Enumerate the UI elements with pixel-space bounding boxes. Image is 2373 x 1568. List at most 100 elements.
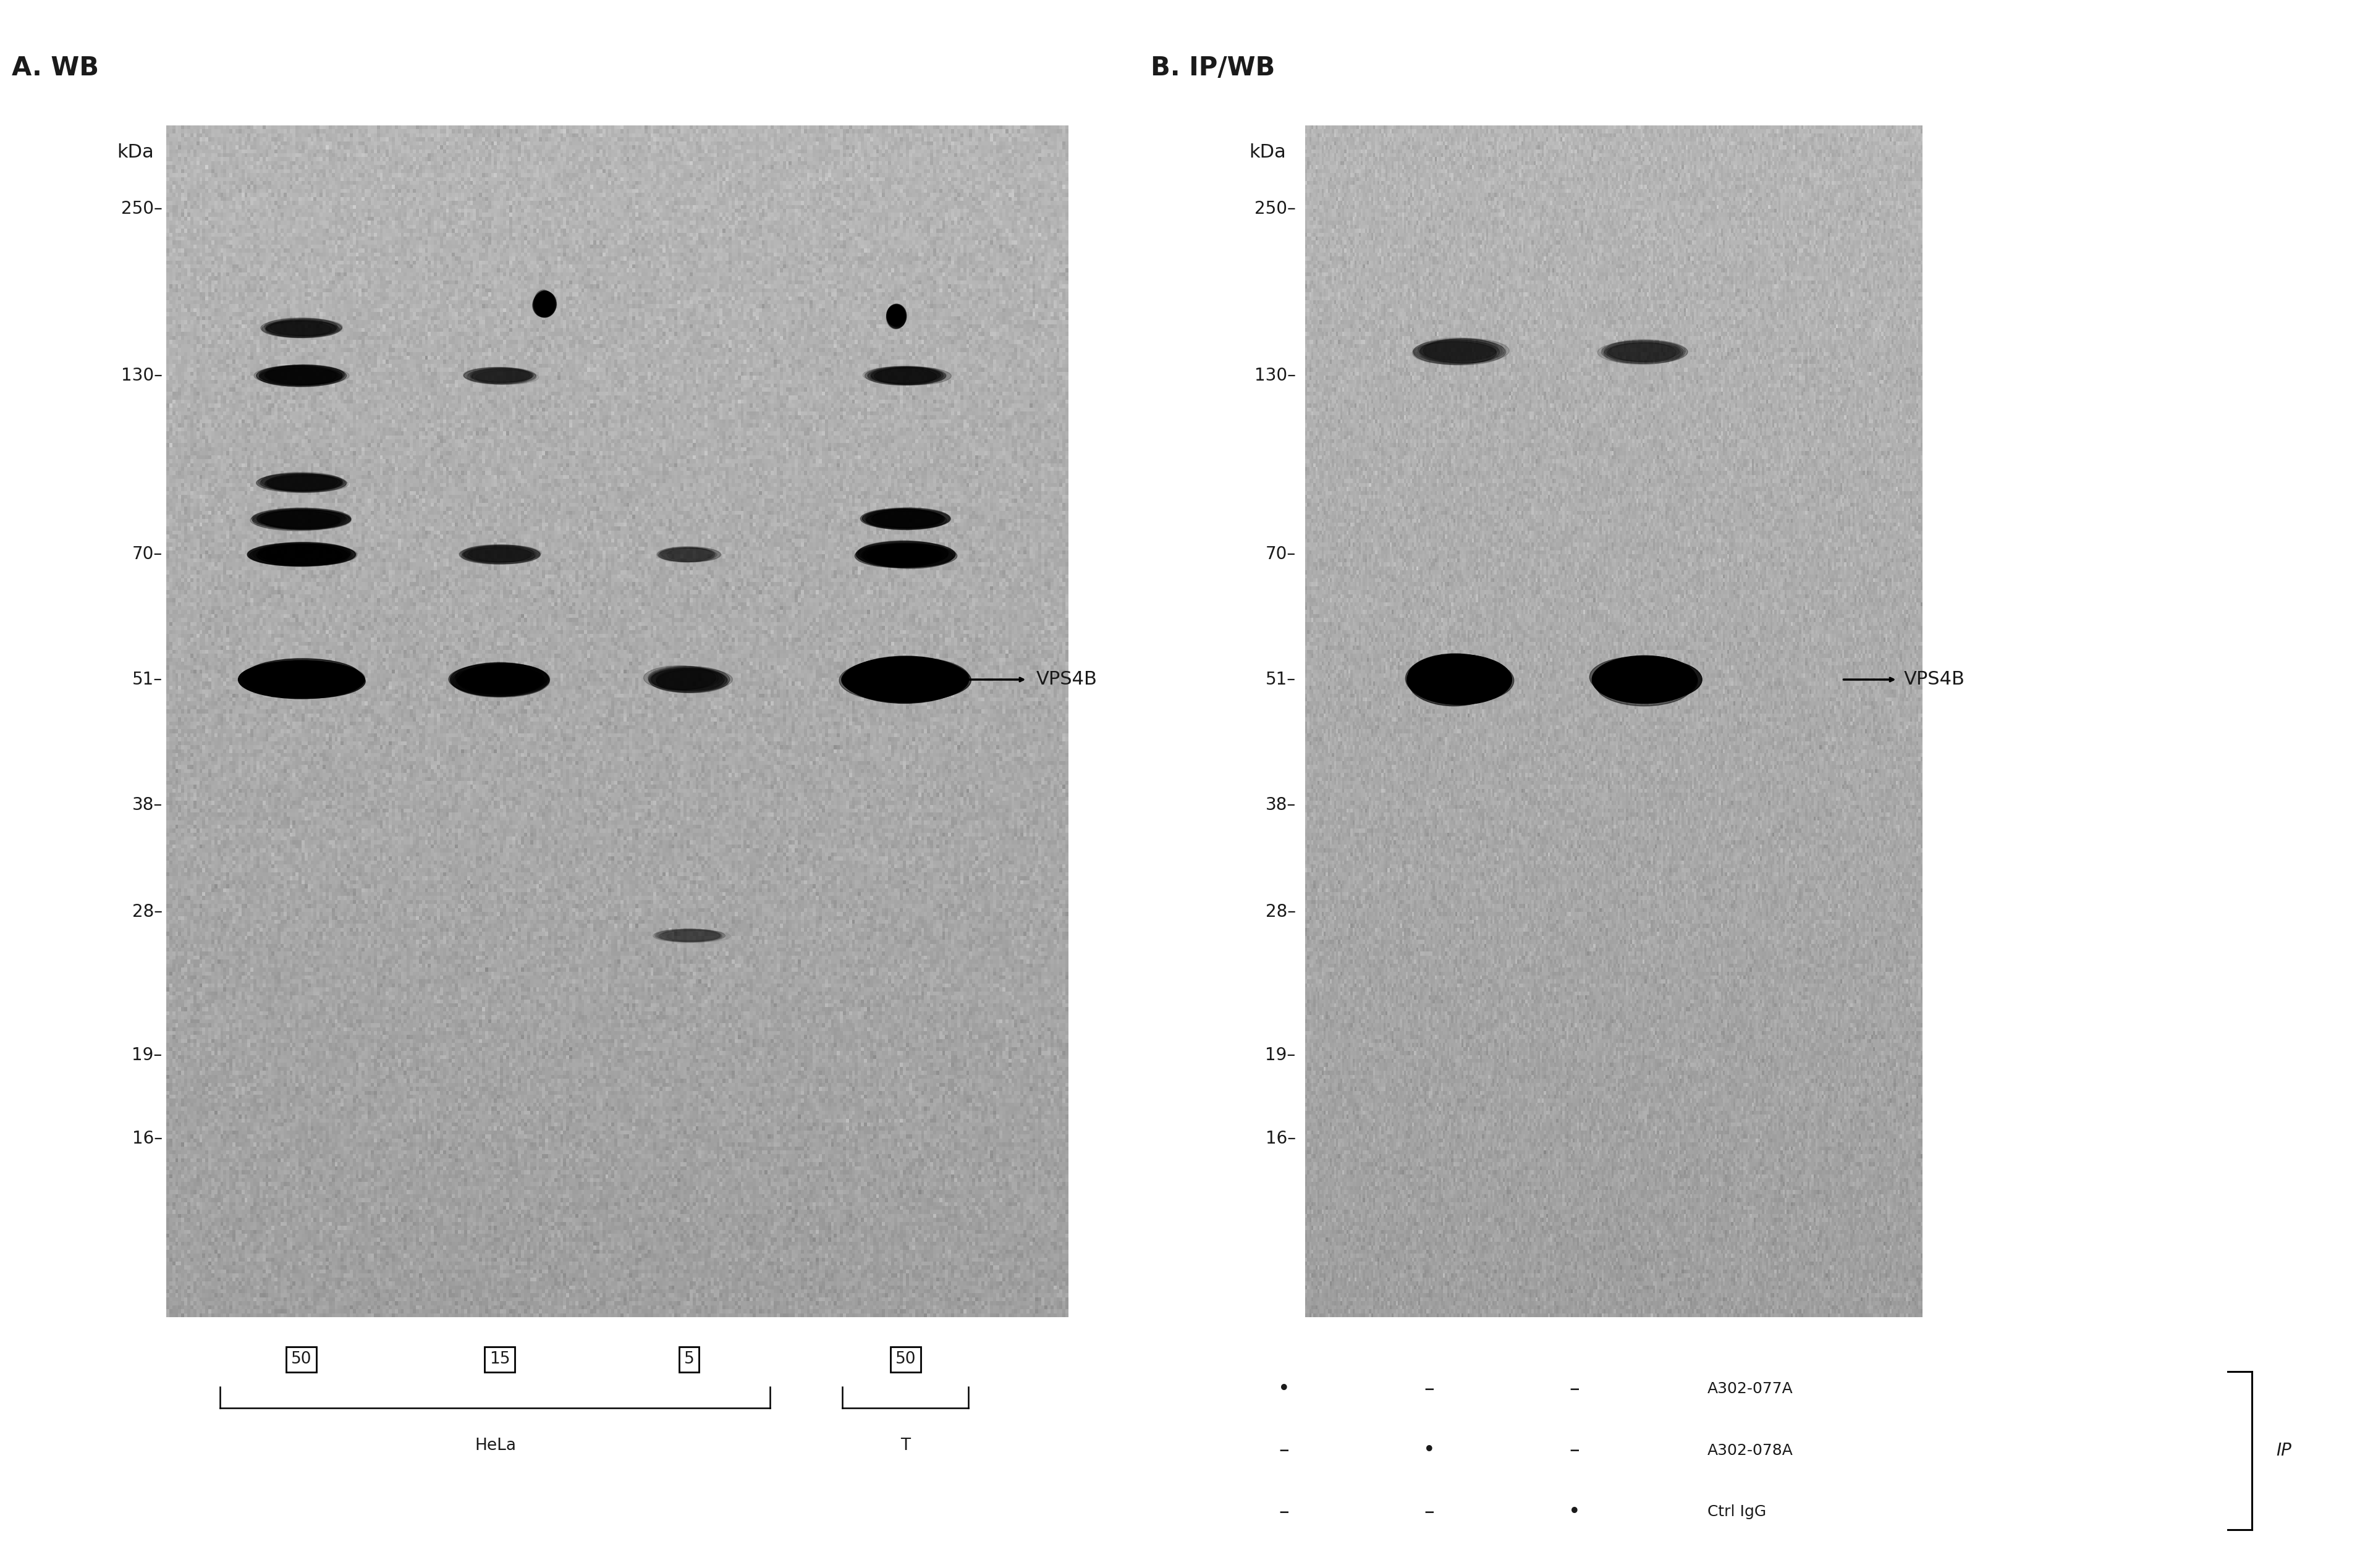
- Ellipse shape: [268, 320, 337, 337]
- Ellipse shape: [256, 474, 342, 491]
- Ellipse shape: [456, 668, 546, 698]
- Ellipse shape: [536, 292, 555, 315]
- Ellipse shape: [667, 547, 721, 561]
- Ellipse shape: [873, 368, 944, 384]
- Text: 38–: 38–: [133, 797, 161, 814]
- Ellipse shape: [850, 657, 968, 698]
- Text: 38–: 38–: [1265, 797, 1296, 814]
- Ellipse shape: [1412, 657, 1509, 701]
- Ellipse shape: [1595, 659, 1687, 702]
- Ellipse shape: [854, 657, 963, 699]
- Ellipse shape: [650, 668, 724, 693]
- Ellipse shape: [660, 547, 714, 561]
- Ellipse shape: [861, 510, 942, 528]
- Ellipse shape: [268, 474, 344, 491]
- Text: •: •: [1424, 1439, 1436, 1461]
- Ellipse shape: [648, 666, 721, 690]
- Ellipse shape: [854, 544, 942, 568]
- Ellipse shape: [458, 546, 541, 564]
- Text: A302-077A: A302-077A: [1709, 1381, 1794, 1397]
- Ellipse shape: [249, 511, 339, 530]
- Ellipse shape: [475, 370, 539, 384]
- Ellipse shape: [657, 670, 729, 693]
- Ellipse shape: [871, 368, 942, 384]
- Text: 28–: 28–: [1265, 903, 1296, 920]
- Ellipse shape: [1414, 654, 1507, 701]
- Ellipse shape: [534, 292, 555, 317]
- Ellipse shape: [861, 544, 954, 568]
- Ellipse shape: [247, 543, 356, 566]
- Ellipse shape: [662, 547, 719, 561]
- Ellipse shape: [1604, 340, 1685, 362]
- Ellipse shape: [888, 306, 906, 326]
- Ellipse shape: [873, 367, 952, 386]
- Text: B. IP/WB: B. IP/WB: [1151, 55, 1274, 82]
- Ellipse shape: [869, 544, 954, 569]
- Ellipse shape: [463, 546, 536, 563]
- Ellipse shape: [256, 365, 337, 386]
- Text: 250–: 250–: [121, 201, 161, 218]
- Ellipse shape: [864, 543, 956, 566]
- Ellipse shape: [268, 475, 346, 492]
- Ellipse shape: [1607, 339, 1680, 361]
- Ellipse shape: [244, 659, 361, 693]
- Ellipse shape: [866, 511, 947, 530]
- Ellipse shape: [655, 668, 733, 691]
- Text: –: –: [1569, 1378, 1580, 1399]
- Ellipse shape: [460, 663, 548, 695]
- Ellipse shape: [1602, 340, 1687, 364]
- Ellipse shape: [1597, 342, 1675, 364]
- Ellipse shape: [252, 662, 365, 695]
- Ellipse shape: [650, 668, 726, 691]
- Ellipse shape: [864, 510, 942, 527]
- Text: 70–: 70–: [1265, 546, 1296, 563]
- Ellipse shape: [256, 544, 356, 566]
- Ellipse shape: [467, 368, 532, 384]
- Ellipse shape: [1597, 663, 1692, 706]
- Ellipse shape: [888, 304, 904, 326]
- Ellipse shape: [470, 368, 534, 383]
- Ellipse shape: [256, 510, 346, 528]
- Text: Ctrl IgG: Ctrl IgG: [1709, 1504, 1766, 1519]
- Ellipse shape: [869, 368, 937, 386]
- Ellipse shape: [249, 665, 358, 698]
- Ellipse shape: [1590, 657, 1682, 698]
- Ellipse shape: [861, 510, 944, 528]
- Ellipse shape: [873, 508, 949, 528]
- Ellipse shape: [252, 508, 351, 530]
- Ellipse shape: [534, 293, 555, 315]
- Ellipse shape: [657, 547, 712, 561]
- Text: –: –: [1569, 1439, 1580, 1461]
- Ellipse shape: [1424, 339, 1509, 364]
- Ellipse shape: [266, 477, 349, 492]
- Ellipse shape: [1604, 342, 1685, 364]
- Text: T: T: [902, 1438, 911, 1454]
- Ellipse shape: [866, 510, 949, 528]
- Ellipse shape: [657, 547, 721, 563]
- Text: VPS4B: VPS4B: [1037, 671, 1096, 688]
- Ellipse shape: [261, 510, 351, 530]
- Ellipse shape: [857, 541, 954, 568]
- Ellipse shape: [660, 547, 714, 561]
- Ellipse shape: [463, 547, 534, 564]
- Ellipse shape: [252, 665, 365, 698]
- Ellipse shape: [653, 930, 726, 942]
- Ellipse shape: [266, 365, 344, 384]
- Text: 15: 15: [489, 1352, 510, 1367]
- Ellipse shape: [1412, 657, 1507, 699]
- Ellipse shape: [1599, 660, 1697, 702]
- Ellipse shape: [653, 668, 724, 690]
- Ellipse shape: [256, 365, 346, 386]
- Ellipse shape: [460, 546, 532, 563]
- Ellipse shape: [888, 304, 904, 325]
- Ellipse shape: [242, 660, 361, 695]
- Ellipse shape: [888, 306, 904, 326]
- Ellipse shape: [456, 663, 551, 695]
- Ellipse shape: [869, 367, 940, 384]
- Ellipse shape: [648, 666, 731, 693]
- Text: 5: 5: [683, 1352, 695, 1367]
- Ellipse shape: [871, 367, 944, 384]
- Ellipse shape: [1607, 340, 1682, 362]
- Ellipse shape: [463, 544, 534, 563]
- Ellipse shape: [1407, 654, 1512, 704]
